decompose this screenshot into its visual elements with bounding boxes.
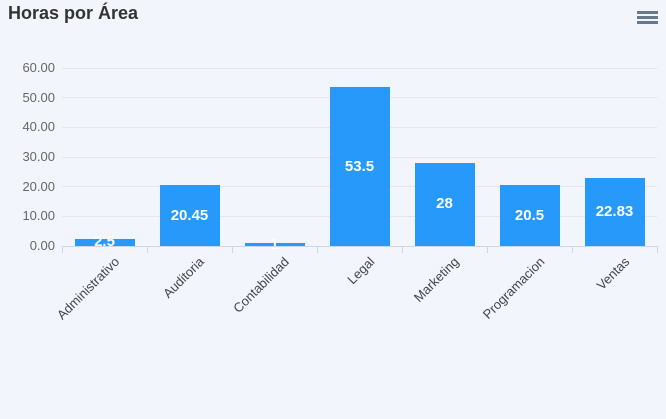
y-axis-label: 30.00 <box>22 149 55 164</box>
y-axis-label: 0.00 <box>29 238 55 253</box>
y-axis-label: 50.00 <box>22 89 55 105</box>
x-axis-label: Marketing <box>411 254 463 305</box>
bar-legal[interactable] <box>329 87 390 246</box>
y-gridline <box>62 67 657 69</box>
hamburger-menu-icon <box>637 16 658 19</box>
x-axis-label: Legal <box>344 254 378 288</box>
y-axis-label: 40.00 <box>22 119 55 135</box>
bar-marketing[interactable] <box>414 162 475 246</box>
hamburger-menu-icon <box>637 21 658 24</box>
y-axis-label: 10.00 <box>22 208 55 224</box>
hamburger-menu-icon <box>637 11 658 14</box>
x-axis-tick <box>402 247 403 253</box>
y-axis-label: 60.00 <box>22 60 55 75</box>
x-axis-label: Auditoria <box>160 254 208 301</box>
x-axis-tick <box>317 247 318 253</box>
bar-programacion[interactable] <box>499 185 560 246</box>
bar-ventas[interactable] <box>584 178 645 246</box>
bar-auditoria[interactable] <box>159 185 220 246</box>
bar-contabilidad[interactable] <box>244 243 305 246</box>
x-axis-label: Contabilidad <box>230 254 293 316</box>
x-axis-label: Administrativo <box>53 254 123 323</box>
bar-administrativo[interactable] <box>74 238 135 246</box>
x-axis-tick <box>572 247 573 253</box>
x-axis-label: Ventas <box>593 254 633 293</box>
x-axis-tick <box>232 247 233 253</box>
y-axis-label: 20.00 <box>22 178 55 194</box>
x-axis-tick <box>62 247 63 253</box>
x-axis-tick <box>487 247 488 253</box>
chart-title: Horas por Área <box>8 3 139 23</box>
x-axis-tick <box>147 247 148 253</box>
x-axis-label: Programacion <box>479 254 548 322</box>
context-menu-button[interactable] <box>633 9 658 26</box>
x-axis-tick <box>657 247 658 253</box>
x-axis-line <box>62 246 658 247</box>
